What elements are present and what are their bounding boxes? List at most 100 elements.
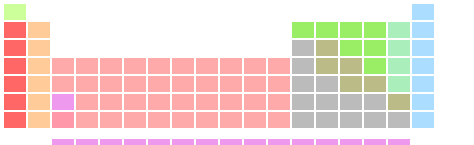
Bar	[340, 112, 362, 128]
Bar	[124, 94, 146, 110]
Bar	[412, 76, 434, 92]
Bar	[76, 94, 98, 110]
Bar	[52, 112, 74, 128]
Bar	[4, 112, 26, 128]
Bar	[292, 112, 314, 128]
Bar	[292, 76, 314, 92]
Bar	[340, 139, 362, 145]
Bar	[388, 112, 410, 128]
Bar	[220, 112, 242, 128]
Bar	[268, 94, 290, 110]
Bar	[52, 94, 74, 110]
Bar	[52, 58, 74, 74]
Bar	[220, 76, 242, 92]
Bar	[268, 76, 290, 92]
Bar	[28, 58, 50, 74]
Bar	[4, 94, 26, 110]
Bar	[220, 94, 242, 110]
Bar	[52, 76, 74, 92]
Bar	[76, 76, 98, 92]
Bar	[76, 112, 98, 128]
Bar	[316, 58, 338, 74]
Bar	[412, 112, 434, 128]
Bar	[124, 139, 146, 145]
Bar	[412, 58, 434, 74]
Bar	[172, 58, 194, 74]
Bar	[244, 112, 266, 128]
Bar	[316, 40, 338, 56]
Bar	[364, 94, 386, 110]
Bar	[340, 22, 362, 38]
Bar	[364, 112, 386, 128]
Bar	[148, 76, 170, 92]
Bar	[148, 58, 170, 74]
Bar	[148, 139, 170, 145]
Bar	[124, 76, 146, 92]
Bar	[172, 139, 194, 145]
Bar	[124, 112, 146, 128]
Bar	[412, 40, 434, 56]
Bar	[388, 139, 410, 145]
Bar	[340, 76, 362, 92]
Bar	[388, 94, 410, 110]
Bar	[292, 94, 314, 110]
Bar	[388, 40, 410, 56]
Bar	[364, 22, 386, 38]
Bar	[4, 58, 26, 74]
Bar	[388, 58, 410, 74]
Bar	[148, 94, 170, 110]
Bar	[388, 22, 410, 38]
Bar	[364, 139, 386, 145]
Bar	[4, 4, 26, 20]
Bar	[196, 112, 218, 128]
Bar	[4, 76, 26, 92]
Bar	[292, 58, 314, 74]
Bar	[100, 94, 122, 110]
Bar	[4, 40, 26, 56]
Bar	[172, 94, 194, 110]
Bar	[316, 112, 338, 128]
Bar	[340, 94, 362, 110]
Bar	[28, 112, 50, 128]
Bar	[340, 40, 362, 56]
Bar	[364, 76, 386, 92]
Bar	[244, 139, 266, 145]
Bar	[292, 22, 314, 38]
Bar	[412, 22, 434, 38]
Bar	[100, 139, 122, 145]
Bar	[28, 40, 50, 56]
Bar	[220, 58, 242, 74]
Bar	[244, 94, 266, 110]
Bar	[316, 94, 338, 110]
Bar	[28, 94, 50, 110]
Bar	[172, 76, 194, 92]
Bar	[172, 112, 194, 128]
Bar	[316, 139, 338, 145]
Bar	[28, 76, 50, 92]
Bar	[244, 76, 266, 92]
Bar	[76, 139, 98, 145]
Bar	[148, 112, 170, 128]
Bar	[292, 139, 314, 145]
Bar	[100, 112, 122, 128]
Bar	[196, 58, 218, 74]
Bar	[268, 112, 290, 128]
Bar	[316, 22, 338, 38]
Bar	[412, 4, 434, 20]
Bar	[220, 139, 242, 145]
Bar	[340, 58, 362, 74]
Bar	[244, 58, 266, 74]
Bar	[28, 22, 50, 38]
Bar	[196, 76, 218, 92]
Bar	[124, 58, 146, 74]
Bar	[388, 76, 410, 92]
Bar	[196, 94, 218, 110]
Bar	[412, 94, 434, 110]
Bar	[316, 76, 338, 92]
Bar	[268, 139, 290, 145]
Bar	[76, 58, 98, 74]
Bar	[196, 139, 218, 145]
Bar	[100, 58, 122, 74]
Bar	[292, 40, 314, 56]
Bar	[364, 40, 386, 56]
